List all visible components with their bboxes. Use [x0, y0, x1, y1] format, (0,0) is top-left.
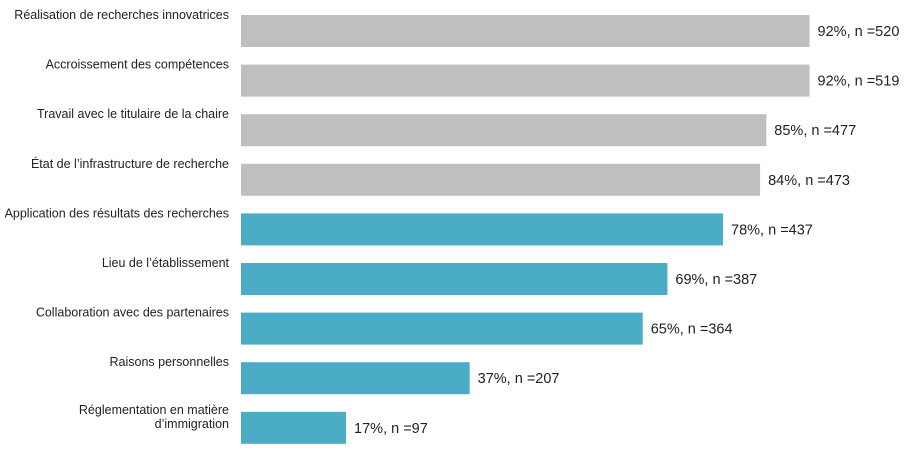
data-label-6: 69%, n =387: [675, 272, 757, 288]
category-label-3: Travail avec le titulaire de la chaire: [37, 107, 229, 121]
category-label-9: Réglementation en matière d’immigration: [79, 403, 229, 431]
data-label-1: 92%, n =520: [818, 24, 900, 40]
data-label-4: 84%, n =473: [768, 173, 850, 189]
value-labels-layer: 92%, n =520 92%, n =519 85%, n =477 84%, n …: [354, 24, 899, 437]
category-label-line: d’immigration: [155, 417, 229, 431]
bars-layer: [241, 15, 810, 444]
category-label-line: Collaboration avec des partenaires: [36, 306, 229, 320]
bar-3: [241, 114, 767, 147]
data-label-9: 17%, n =97: [354, 421, 428, 437]
data-label-7: 65%, n =364: [651, 322, 733, 338]
category-label-line: Réalisation de recherches innovatrices: [14, 8, 229, 22]
category-label-line: Accroissement des compétences: [46, 58, 229, 72]
category-label-8: Raisons personnelles: [109, 355, 229, 369]
category-label-line: Réglementation en matière: [79, 403, 229, 417]
bar-5: [241, 213, 724, 246]
bar-2: [241, 64, 810, 97]
data-label-8: 37%, n =207: [478, 371, 560, 387]
bar-6: [241, 263, 668, 295]
category-label-1: Réalisation de recherches innovatrices: [14, 8, 229, 22]
category-label-7: Collaboration avec des partenaires: [36, 306, 229, 320]
category-labels-layer: Réalisation de recherches innovatrices Ac…: [5, 8, 230, 431]
category-label-2: Accroissement des compétences: [46, 58, 229, 72]
category-label-line: Raisons personnelles: [109, 355, 229, 369]
category-label-line: Lieu de l’établissement: [102, 256, 230, 270]
category-label-line: Application des résultats des recherches: [5, 206, 229, 220]
category-label-4: État de l’infrastructure de recherche: [31, 156, 229, 171]
data-label-3: 85%, n =477: [774, 123, 856, 139]
data-label-5: 78%, n =437: [731, 222, 813, 238]
bar-8: [241, 362, 470, 395]
bar-1: [241, 15, 810, 47]
category-label-line: Travail avec le titulaire de la chaire: [37, 107, 229, 121]
category-label-6: Lieu de l’établissement: [102, 256, 230, 270]
category-label-line: État de l’infrastructure de recherche: [31, 156, 229, 171]
bar-7: [241, 312, 643, 345]
bar-9: [241, 411, 347, 444]
bar-4: [241, 163, 761, 196]
category-label-5: Application des résultats des recherches: [5, 206, 229, 220]
data-label-2: 92%, n =519: [818, 74, 900, 90]
